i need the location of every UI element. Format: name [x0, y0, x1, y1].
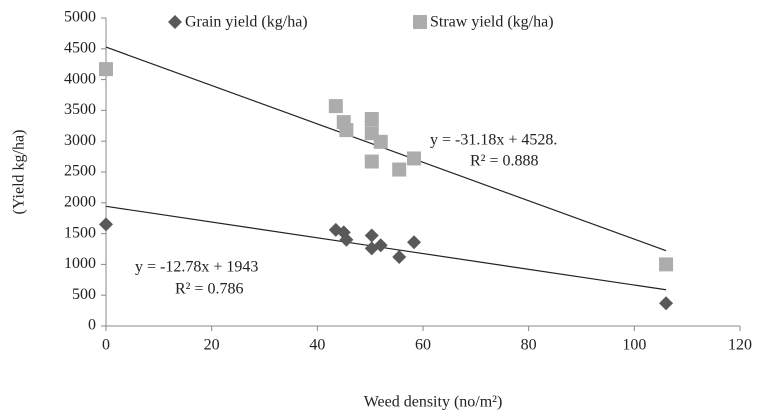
- square-point: [339, 123, 354, 138]
- y-tick-label: 4500: [64, 39, 96, 56]
- x-tick-label: 120: [728, 337, 752, 354]
- y-tick-label: 4000: [64, 70, 96, 87]
- square-point: [392, 162, 407, 177]
- trendline-equation: y = -31.18x + 4528.: [430, 132, 557, 149]
- x-tick-label: 60: [415, 337, 431, 354]
- square-point: [328, 99, 343, 114]
- x-tick-label: 0: [102, 337, 110, 354]
- square-point: [373, 134, 388, 149]
- y-tick-label: 5000: [64, 9, 96, 26]
- y-tick-label: 2500: [64, 163, 96, 180]
- trendline-r2: R² = 0.888: [470, 153, 539, 170]
- diamond-point: [659, 296, 674, 311]
- trendline-r2: R² = 0.786: [175, 281, 244, 298]
- trendline: [105, 205, 667, 291]
- square-point: [364, 112, 379, 127]
- x-tick-label: 40: [309, 337, 325, 354]
- trendline-equation: y = -12.78x + 1943: [135, 259, 258, 276]
- diamond-point: [339, 232, 354, 247]
- diamond-point: [392, 250, 407, 265]
- x-tick-label: 80: [521, 337, 537, 354]
- y-tick-label: 2000: [64, 193, 96, 210]
- y-tick-label: 3000: [64, 132, 96, 149]
- square-point: [407, 151, 422, 166]
- diamond-point: [99, 217, 113, 232]
- diamond-point: [364, 228, 379, 243]
- legend-label: Straw yield (kg/ha): [430, 14, 554, 31]
- x-tick-label: 20: [204, 337, 220, 354]
- diamond-point: [373, 238, 388, 253]
- legend-marker: [413, 15, 427, 29]
- legend-label: Grain yield (kg/ha): [185, 14, 308, 31]
- square-point: [364, 154, 379, 169]
- y-tick-label: 1000: [64, 255, 96, 272]
- y-tick-label: 500: [72, 286, 96, 303]
- legend-marker: [168, 15, 182, 29]
- diamond-point: [407, 235, 422, 250]
- y-tick-label: 1500: [64, 224, 96, 241]
- square-point: [659, 257, 674, 272]
- x-tick-label: 100: [622, 337, 646, 354]
- trendline: [105, 46, 667, 252]
- y-tick-label: 3500: [64, 101, 96, 118]
- y-axis-title: (Yield kg/ha): [11, 130, 28, 215]
- x-axis-title: Weed density (no/m²): [364, 394, 503, 411]
- y-tick-label: 0: [88, 317, 96, 334]
- square-point: [99, 62, 113, 77]
